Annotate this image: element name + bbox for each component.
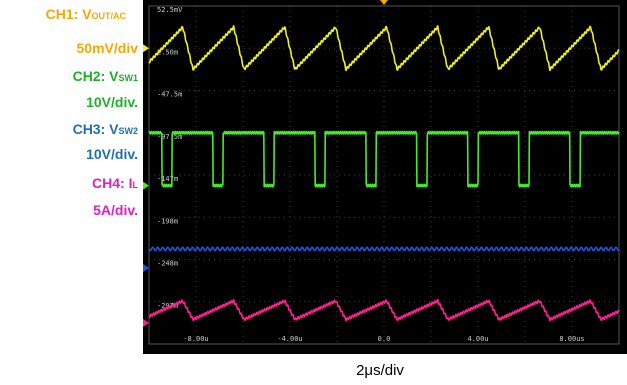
ch4-waveform [148, 298, 620, 322]
y-tick-label: 2.50m [157, 48, 178, 56]
x-tick-label: 4.00u [467, 335, 488, 343]
waveform-traces [148, 25, 620, 322]
ch3-ground-marker [143, 263, 149, 272]
oscilloscope-display: 52.5mV 2.50m -47.5m -97.5m -147m -198m -248m -2… [143, 0, 627, 354]
graticule-border [148, 5, 620, 345]
trigger-marker [380, 0, 388, 5]
ch4-scale: 5A/div. [93, 202, 138, 218]
x-tick-label: 0.0 [378, 335, 391, 343]
ch1-waveform [148, 25, 620, 72]
ch1-ground-marker [143, 44, 149, 53]
ch3-waveform [148, 246, 620, 252]
ch4-ground-marker [143, 318, 149, 327]
ch4-label: CH4: IL [92, 175, 138, 191]
time-per-division: 2μs/div [356, 362, 404, 379]
y-tick-label: -198m [157, 217, 178, 225]
y-tick-label: -297m [157, 302, 178, 310]
ch3-label: CH3: VSW2 [72, 121, 138, 137]
ch2-label: CH2: VSW1 [72, 68, 138, 84]
ch2-ground-marker [143, 181, 149, 190]
x-tick-label: -8.00u [183, 335, 208, 343]
y-tick-label: -248m [157, 260, 178, 268]
y-tick-label: 52.5mV [157, 6, 183, 14]
y-tick-label: -97.5m [157, 133, 182, 141]
y-tick-label: -147m [157, 175, 178, 183]
ch3-scale: 10V/div. [86, 146, 138, 162]
y-tick-label: -47.5m [157, 91, 182, 99]
y-tick-labels: 52.5mV 2.50m -47.5m -97.5m -147m -198m -248m -2… [157, 6, 183, 310]
channel-markers [143, 0, 388, 327]
ch2-waveform [148, 130, 620, 188]
ch1-label: CH1: VOUT/AC [45, 6, 126, 22]
x-tick-label: 8.00us [559, 335, 584, 343]
x-tick-label: -4.00u [277, 335, 302, 343]
ch1-scale: 50mV/div [76, 40, 138, 56]
ch2-scale: 10V/div. [86, 94, 138, 110]
x-tick-labels: -8.00u -4.00u 0.0 4.00u 8.00us [183, 335, 584, 343]
